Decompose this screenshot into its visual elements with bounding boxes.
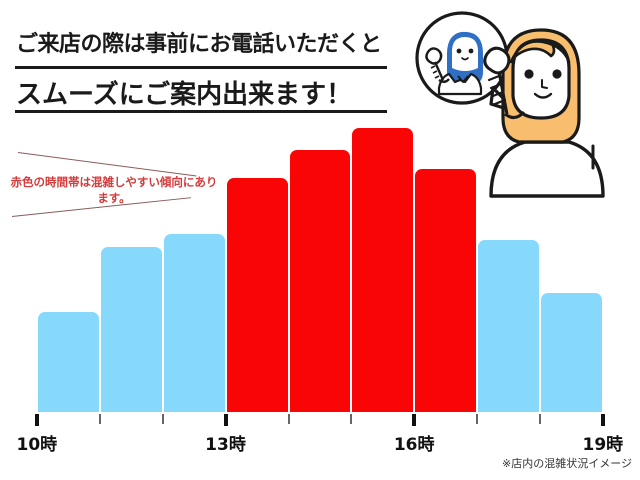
chart-bar [541,293,602,412]
chart-x-axis [37,412,603,414]
chart-footnote: ※店内の混雑状況イメージ [502,457,632,470]
chart-bar [478,240,540,412]
headline-line-2: スムーズにご案内出来ます！ [16,80,353,110]
annotation-text: 赤色の時間帯は混雑しやすい傾向にあります。 [10,175,218,205]
x-axis-minor-tick [98,414,101,424]
annotation-callout: 赤色の時間帯は混雑しやすい傾向にあります。 [0,140,230,230]
x-axis-major-tick [412,414,417,426]
chart-bar [100,246,162,412]
chart-bar [289,149,351,412]
x-axis-tick-label: 16時 [393,435,435,455]
bubble-phone-handset-icon [425,47,450,83]
chart-bar [38,312,99,412]
bubble-person-avatar [425,31,483,96]
x-axis-major-tick [35,414,39,426]
x-axis-minor-tick [161,414,164,424]
phone-call-illustration [395,0,640,200]
x-axis-tick-label: 13時 [205,435,246,455]
x-axis-tick-label: 19時 [582,435,624,455]
main-person-figure [483,28,605,198]
x-axis-minor-tick [287,414,290,424]
x-axis-major-tick [223,414,228,426]
x-axis-tick-label: 10時 [16,435,58,455]
headline-rule-bottom [15,110,387,113]
chart-bar [163,234,225,412]
chart-bar [226,178,288,412]
x-axis-minor-tick [476,414,479,424]
chart-bar [415,168,477,412]
phone-handset-icon [483,46,526,119]
x-axis-minor-tick [539,414,542,424]
chart-bar [352,128,414,412]
chart-plot-area [37,100,603,412]
headline-line-1: ご来店の際は事前にお電話いただくと [16,32,382,57]
headline-rule-top [15,66,387,69]
x-axis-minor-tick [350,414,353,424]
x-axis-major-tick [601,414,605,426]
